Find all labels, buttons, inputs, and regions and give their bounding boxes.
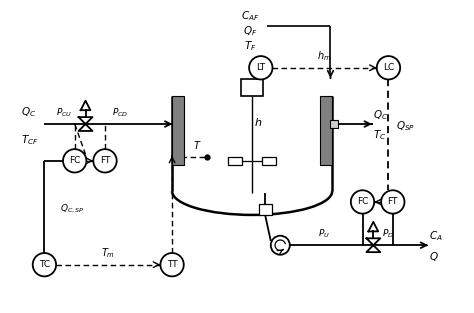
Text: $Q_C$: $Q_C$ (374, 108, 389, 122)
Text: FT: FT (388, 198, 398, 207)
Text: $T_m$: $T_m$ (101, 246, 115, 259)
Bar (172, 96, 184, 165)
Bar (241, 79, 263, 96)
Text: $T_F$: $T_F$ (244, 40, 256, 54)
Text: $T$: $T$ (193, 139, 201, 151)
Text: LT: LT (256, 63, 265, 72)
Circle shape (160, 253, 184, 276)
Bar (228, 157, 242, 165)
Text: $C_A$: $C_A$ (429, 229, 443, 243)
Text: FC: FC (69, 156, 81, 165)
Text: $P_{CU}$: $P_{CU}$ (56, 106, 72, 119)
Bar (262, 157, 276, 165)
Text: TT: TT (167, 260, 177, 269)
Text: $Q_C$: $Q_C$ (21, 105, 36, 119)
Text: $P_D$: $P_D$ (383, 228, 394, 240)
Text: $P_{CD}$: $P_{CD}$ (112, 106, 128, 119)
Text: $Q$: $Q$ (429, 250, 439, 264)
Text: LC: LC (383, 63, 394, 72)
Text: TC: TC (39, 260, 50, 269)
Circle shape (93, 149, 117, 172)
Bar (259, 204, 272, 215)
Text: $h$: $h$ (255, 116, 263, 128)
Text: $h_m$: $h_m$ (318, 50, 332, 64)
Text: $Q_{C,SP}$: $Q_{C,SP}$ (60, 202, 85, 215)
Text: $T_{CF}$: $T_{CF}$ (21, 134, 39, 147)
Circle shape (33, 253, 56, 276)
Text: $Q_F$: $Q_F$ (243, 24, 257, 38)
Text: FC: FC (357, 198, 368, 207)
Bar (320, 96, 332, 165)
Text: $C_{AF}$: $C_{AF}$ (241, 9, 259, 23)
Text: $T_C$: $T_C$ (374, 128, 387, 142)
Circle shape (249, 56, 273, 80)
Text: $P_U$: $P_U$ (318, 228, 329, 240)
Circle shape (63, 149, 86, 172)
Text: $Q_{SP}$: $Q_{SP}$ (396, 119, 415, 133)
Bar (330, 120, 338, 128)
Circle shape (377, 56, 400, 80)
Circle shape (381, 190, 404, 214)
Circle shape (271, 236, 290, 255)
Text: FT: FT (100, 156, 110, 165)
Circle shape (351, 190, 374, 214)
